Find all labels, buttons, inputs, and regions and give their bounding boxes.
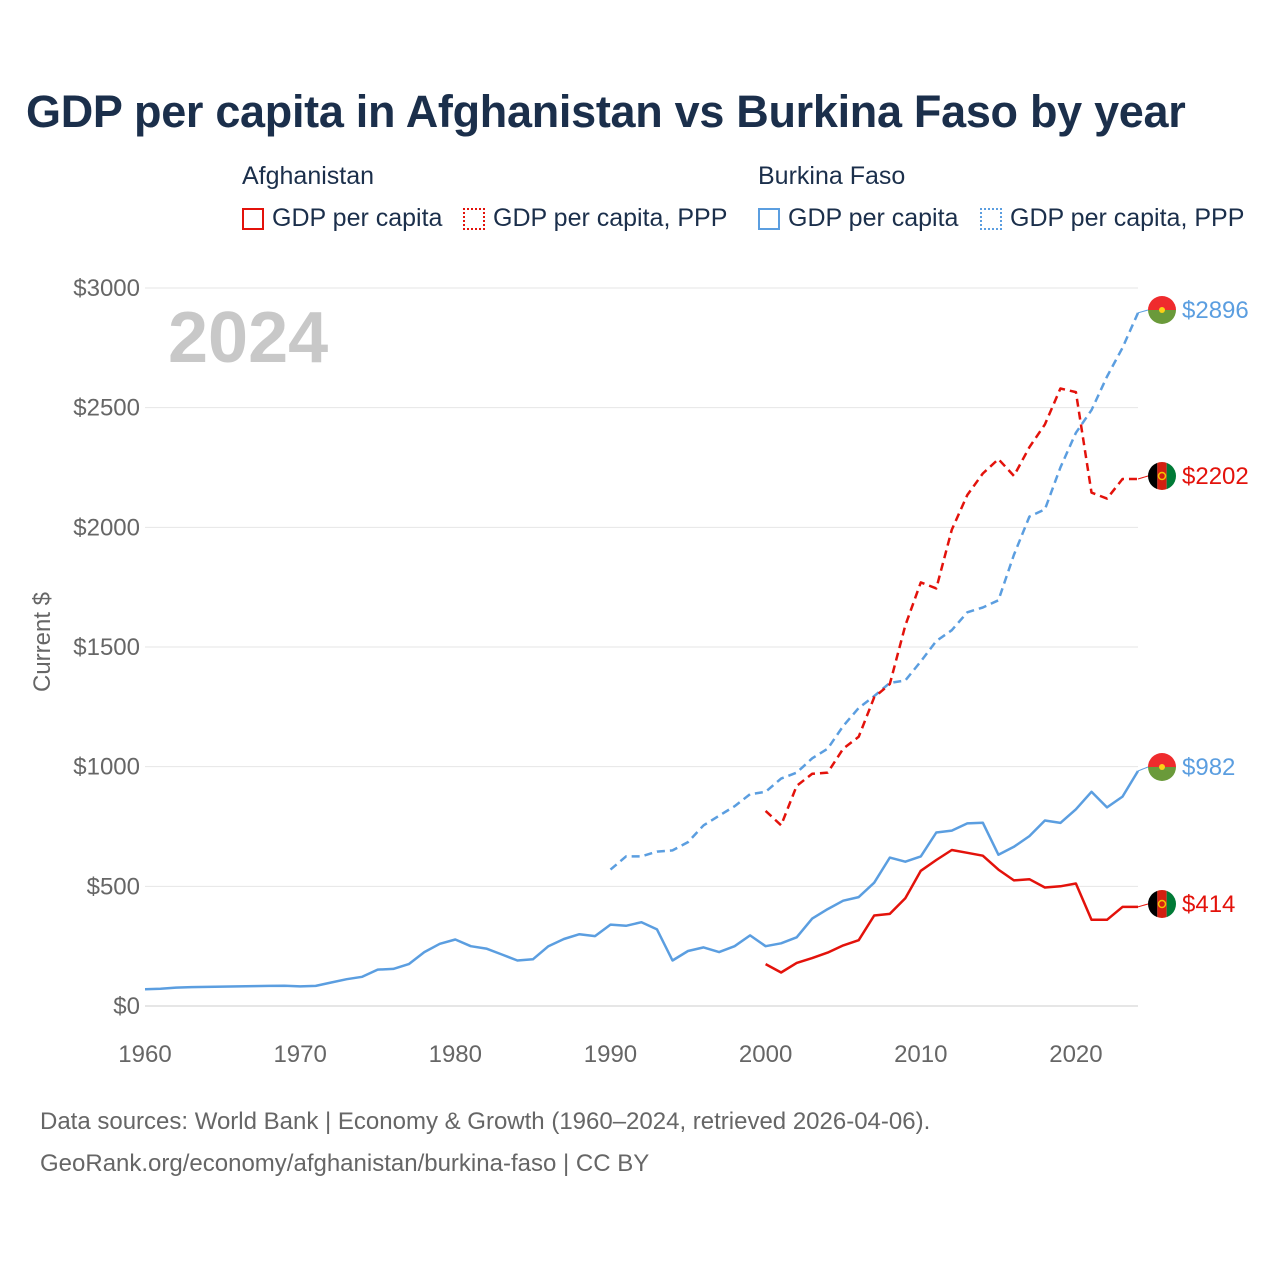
end-value-label: $982: [1182, 754, 1235, 781]
legend-item-afghanistan-gdp[interactable]: GDP per capita: [242, 204, 442, 233]
y-axis-label: Current $: [29, 592, 56, 692]
x-tick-label: 2010: [894, 1041, 947, 1068]
footer-credit[interactable]: GeoRank.org/economy/afghanistan/burkina-…: [40, 1150, 650, 1177]
y-tick-label: $500: [87, 873, 140, 900]
grid-lines: [145, 287, 1138, 1007]
end-label-connector: [1137, 309, 1149, 314]
legend-item-label: GDP per capita: [788, 204, 959, 232]
legend-item-label: GDP per capita, PPP: [1010, 204, 1245, 232]
footer-sources: Data sources: World Bank | Economy & Gro…: [40, 1108, 931, 1135]
legend-swatch-dotted-icon: [463, 207, 485, 230]
series-line[interactable]: [144, 770, 1140, 991]
legend-swatch-solid-icon: [242, 207, 264, 230]
y-tick-label: $3000: [73, 275, 140, 302]
end-labels: $982 $2896 $414 $2202: [1137, 296, 1249, 918]
y-tick-label: $2000: [73, 514, 140, 541]
end-label-connector: [1137, 475, 1149, 480]
y-tick-label: $1500: [73, 634, 140, 661]
end-label-connector: [1137, 766, 1149, 772]
legend-item-burkina-faso-ppp[interactable]: GDP per capita, PPP: [980, 204, 1244, 233]
legend-item-label: GDP per capita: [272, 204, 443, 232]
legend-item-afghanistan-ppp[interactable]: GDP per capita, PPP: [463, 204, 727, 233]
series-lines: [144, 312, 1140, 991]
series-line[interactable]: [609, 312, 1140, 871]
x-tick-label: 2020: [1049, 1041, 1102, 1068]
series-line[interactable]: [765, 848, 1138, 974]
legend-item-burkina-faso-gdp[interactable]: GDP per capita: [758, 204, 958, 233]
end-value-label: $2896: [1182, 297, 1249, 324]
page-title: GDP per capita in Afghanistan vs Burkina…: [26, 86, 1186, 137]
y-tick-label: $0: [113, 993, 140, 1020]
x-tick-label: 1980: [429, 1041, 482, 1068]
x-axis-ticks: 1960 1970 1980 1990 2000 2010 2020: [118, 1041, 1102, 1068]
x-tick-label: 1970: [273, 1041, 326, 1068]
burkina-faso-flag-icon: [1148, 753, 1176, 781]
afghanistan-flag-icon: [1148, 462, 1176, 490]
x-tick-label: 2000: [739, 1041, 792, 1068]
end-label-connector: [1137, 903, 1149, 908]
end-value-label: $2202: [1182, 463, 1249, 490]
legend-group-burkina-faso: Burkina Faso: [758, 162, 906, 190]
y-axis-ticks: $0 $500 $1000 $1500 $2000 $2500 $3000: [73, 275, 140, 1020]
afghanistan-flag-icon: [1148, 890, 1176, 918]
year-watermark: 2024: [168, 298, 328, 378]
legend-swatch-solid-icon: [758, 207, 780, 230]
end-value-label: $414: [1182, 891, 1235, 918]
y-tick-label: $1000: [73, 754, 140, 781]
burkina-faso-flag-icon: [1148, 296, 1176, 324]
x-tick-label: 1960: [118, 1041, 171, 1068]
legend-group-afghanistan: Afghanistan: [242, 162, 375, 190]
legend-swatch-dotted-icon: [980, 207, 1002, 230]
legend-item-label: GDP per capita, PPP: [493, 204, 728, 232]
y-tick-label: $2500: [73, 395, 140, 422]
x-tick-label: 1990: [584, 1041, 637, 1068]
series-line[interactable]: [764, 387, 1138, 827]
